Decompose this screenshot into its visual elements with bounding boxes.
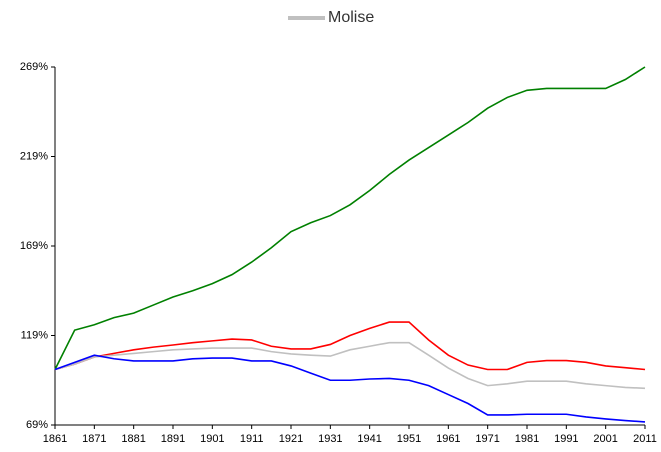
x-tick-label: 1871 [82, 433, 106, 445]
x-tick-label: 1961 [436, 433, 460, 445]
y-tick-label: 169% [20, 240, 48, 252]
legend-label: Molise [328, 9, 374, 26]
x-tick-label: 1941 [357, 433, 381, 445]
line-series [54, 341, 646, 390]
line-series [54, 321, 646, 371]
y-tick-label: 119% [21, 329, 49, 341]
y-tick-label: 269% [20, 61, 48, 73]
x-tick-label: 1911 [240, 433, 264, 445]
x-tick-label: 1971 [475, 433, 499, 445]
x-tick-label: 1981 [515, 433, 539, 445]
x-tick-label: 1881 [121, 433, 145, 445]
x-tick-label: 2011 [633, 433, 657, 445]
x-tick-label: 1931 [318, 433, 342, 445]
y-tick-label: 69% [26, 419, 48, 431]
x-tick-label: 1991 [554, 433, 578, 445]
line-series [54, 354, 646, 423]
line-series [54, 66, 646, 370]
x-tick-label: 1861 [43, 433, 67, 445]
x-tick-label: 1951 [397, 433, 421, 445]
x-tick-label: 1921 [279, 433, 303, 445]
x-tick-label: 2001 [593, 433, 617, 445]
x-tick-label: 1891 [161, 433, 185, 445]
y-tick-label: 219% [20, 150, 48, 162]
x-tick-label: 1901 [200, 433, 224, 445]
